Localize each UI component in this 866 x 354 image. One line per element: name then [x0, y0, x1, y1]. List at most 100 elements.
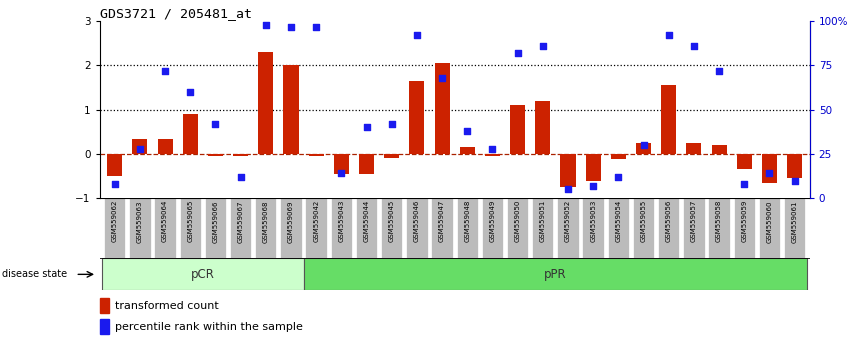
Point [435, 75, 449, 81]
FancyBboxPatch shape [154, 198, 176, 258]
Point [334, 171, 348, 176]
Text: GSM559062: GSM559062 [112, 200, 118, 242]
Bar [410, 81, 424, 154]
Text: GSM559065: GSM559065 [187, 200, 193, 242]
Bar [359, 154, 374, 174]
Text: transformed count: transformed count [114, 301, 218, 311]
Text: GSM559058: GSM559058 [716, 200, 722, 242]
Text: GSM559043: GSM559043 [339, 200, 345, 242]
Bar [283, 65, 299, 154]
Text: disease state: disease state [2, 269, 67, 279]
Bar [687, 143, 701, 154]
Point [586, 183, 600, 189]
Text: GSM559063: GSM559063 [137, 200, 143, 242]
Point [687, 43, 701, 49]
Point [561, 187, 575, 192]
Bar [737, 154, 752, 170]
FancyBboxPatch shape [658, 198, 680, 258]
Text: GSM559061: GSM559061 [792, 200, 798, 242]
Text: GSM559064: GSM559064 [162, 200, 168, 242]
FancyBboxPatch shape [507, 198, 528, 258]
FancyBboxPatch shape [557, 198, 578, 258]
Text: pPR: pPR [544, 268, 566, 281]
FancyBboxPatch shape [102, 258, 304, 290]
Text: GSM559042: GSM559042 [313, 200, 320, 242]
Bar [611, 154, 626, 159]
Text: GSM559051: GSM559051 [540, 200, 546, 242]
Text: GSM559053: GSM559053 [590, 200, 596, 242]
Bar [258, 52, 274, 154]
Bar [100, 319, 109, 334]
Bar [510, 105, 525, 154]
Text: GSM559069: GSM559069 [288, 200, 294, 242]
Bar [183, 114, 197, 154]
FancyBboxPatch shape [481, 198, 503, 258]
Bar [435, 63, 449, 154]
Point [712, 68, 726, 74]
Point [511, 50, 525, 56]
Text: GSM559056: GSM559056 [666, 200, 672, 242]
Bar [787, 154, 802, 178]
FancyBboxPatch shape [759, 198, 780, 258]
FancyBboxPatch shape [331, 198, 352, 258]
FancyBboxPatch shape [456, 198, 478, 258]
Text: GSM559059: GSM559059 [741, 200, 747, 242]
FancyBboxPatch shape [204, 198, 226, 258]
Point [133, 146, 147, 152]
Bar [100, 298, 109, 313]
Text: GSM559057: GSM559057 [691, 200, 697, 242]
Bar [585, 154, 601, 181]
FancyBboxPatch shape [281, 198, 301, 258]
Point [259, 22, 273, 28]
Text: GSM559049: GSM559049 [489, 200, 495, 242]
FancyBboxPatch shape [532, 198, 553, 258]
Text: percentile rank within the sample: percentile rank within the sample [114, 322, 302, 332]
FancyBboxPatch shape [683, 198, 705, 258]
Point [662, 33, 675, 38]
Text: GSM559048: GSM559048 [464, 200, 470, 242]
Text: GSM559060: GSM559060 [766, 200, 772, 242]
Point [184, 89, 197, 95]
Text: GSM559068: GSM559068 [262, 200, 268, 242]
Text: GSM559066: GSM559066 [212, 200, 218, 242]
Point [788, 178, 802, 183]
FancyBboxPatch shape [304, 258, 807, 290]
Point [737, 181, 751, 187]
FancyBboxPatch shape [104, 198, 126, 258]
Point [637, 142, 650, 148]
Bar [712, 145, 727, 154]
Bar [132, 138, 147, 154]
FancyBboxPatch shape [229, 198, 251, 258]
Point [234, 174, 248, 180]
FancyBboxPatch shape [179, 198, 201, 258]
Bar [208, 154, 223, 156]
Point [486, 146, 500, 152]
Text: GSM559047: GSM559047 [439, 200, 445, 242]
Text: GSM559050: GSM559050 [514, 200, 520, 242]
FancyBboxPatch shape [583, 198, 604, 258]
Point [762, 171, 776, 176]
FancyBboxPatch shape [129, 198, 151, 258]
FancyBboxPatch shape [255, 198, 276, 258]
Text: pCR: pCR [191, 268, 215, 281]
Bar [560, 154, 576, 187]
Text: GSM559054: GSM559054 [616, 200, 621, 242]
Text: GSM559046: GSM559046 [414, 200, 420, 242]
FancyBboxPatch shape [633, 198, 654, 258]
Bar [308, 154, 324, 156]
Text: GDS3721 / 205481_at: GDS3721 / 205481_at [100, 7, 252, 20]
Point [284, 24, 298, 29]
FancyBboxPatch shape [708, 198, 730, 258]
FancyBboxPatch shape [356, 198, 378, 258]
FancyBboxPatch shape [431, 198, 453, 258]
Point [611, 174, 625, 180]
Text: GSM559067: GSM559067 [237, 200, 243, 242]
Bar [636, 143, 651, 154]
Bar [460, 147, 475, 154]
Bar [333, 154, 349, 174]
Bar [385, 154, 399, 159]
Point [209, 121, 223, 127]
Bar [158, 138, 172, 154]
Bar [233, 154, 249, 156]
FancyBboxPatch shape [406, 198, 428, 258]
